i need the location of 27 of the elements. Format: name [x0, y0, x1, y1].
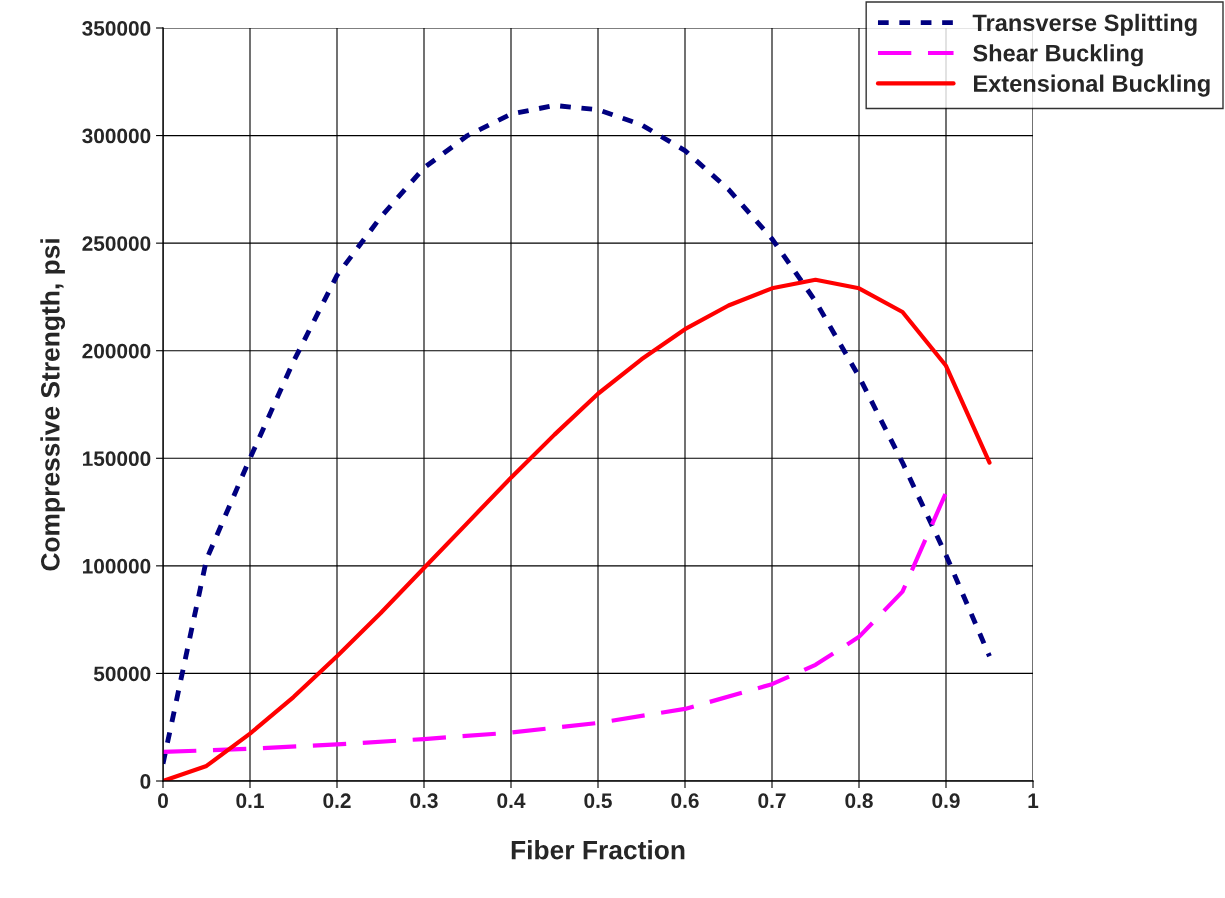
x-tick-label: 0.6: [671, 793, 699, 809]
y-axis-title: Compressive Strength, psi: [40, 239, 66, 571]
legend-label: Transverse Splitting: [972, 13, 1197, 36]
x-tick-label: 0.7: [758, 793, 786, 809]
x-tick-label: 0: [158, 793, 168, 809]
x-tick-label: 0.5: [584, 793, 612, 809]
y-tick-label: 50000: [93, 666, 151, 682]
x-axis-title: Fiber Fraction: [511, 840, 685, 860]
y-tick-label: 200000: [82, 343, 151, 359]
line-series: [163, 490, 949, 755]
x-tick-label: 0.9: [932, 793, 960, 809]
legend-label: Extensional Buckling: [974, 74, 1210, 97]
y-tick-label: 0: [140, 774, 151, 789]
y-tick-label: 300000: [82, 128, 151, 144]
x-tick-label: 0.3: [410, 793, 438, 809]
y-tick-label: 150000: [82, 451, 151, 467]
x-tick-label: 0.8: [845, 793, 873, 809]
line-series: [163, 277, 992, 781]
y-tick-label: 350000: [82, 21, 151, 36]
x-tick-label: 0.1: [236, 793, 264, 809]
line-series: [163, 103, 992, 767]
x-tick-label: 1: [1028, 793, 1039, 808]
y-tick-label: 250000: [82, 236, 151, 251]
x-tick-label: 0.4: [497, 793, 526, 809]
legend-label: Shear Buckling: [973, 44, 1143, 67]
y-tick-label: 100000: [82, 558, 151, 574]
x-tick-label: 0.2: [323, 793, 351, 809]
